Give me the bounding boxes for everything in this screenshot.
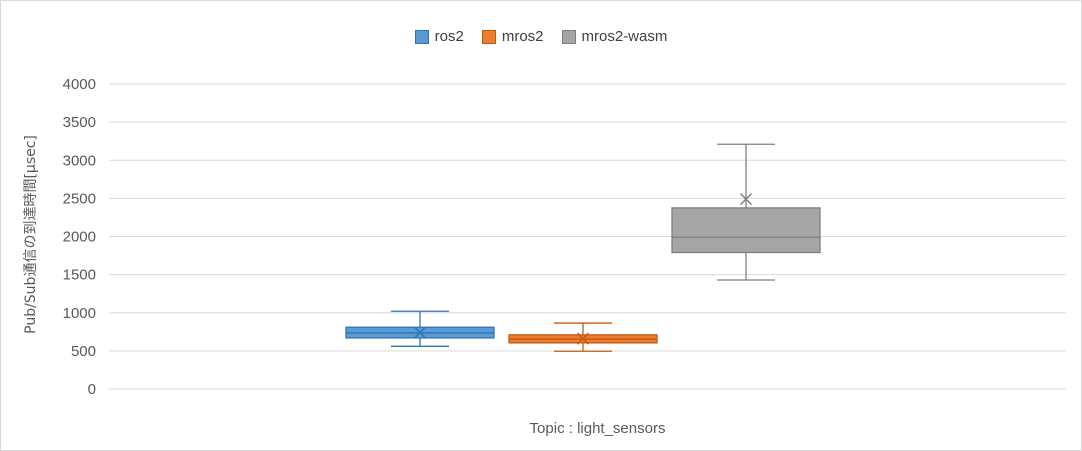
legend-swatch-mros2-wasm [561, 29, 576, 44]
box-ros2 [345, 310, 495, 347]
legend-item-ros2: ros2 [414, 28, 464, 45]
y-tick-label-0: 0 [88, 381, 96, 398]
box-mros2 [508, 322, 658, 352]
box-plots [345, 143, 821, 352]
grid-lines [109, 83, 1066, 390]
legend-swatch-mros2 [481, 29, 496, 44]
legend-item-mros2: mros2 [481, 28, 544, 45]
legend-label-mros2: mros2 [501, 28, 544, 45]
legend: ros2 mros2 mros2-wasm [0, 28, 1082, 45]
y-tick-label-1500: 1500 [63, 267, 96, 284]
mean-marker-ros2 [413, 326, 427, 339]
mean-marker-mros2-wasm [739, 193, 753, 206]
x-axis-label: Topic : light_sensors [530, 420, 666, 437]
y-tick-label-3000: 3000 [63, 152, 96, 169]
y-axis-ticks: 0 500 1000 1500 2000 2500 3000 3500 4000 [63, 76, 96, 398]
box-mros2-wasm [671, 143, 821, 281]
y-tick-label-1000: 1000 [63, 305, 96, 322]
y-tick-label-4000: 4000 [63, 76, 96, 93]
legend-label-ros2: ros2 [434, 28, 464, 45]
mean-marker-mros2 [576, 332, 590, 345]
legend-label-mros2-wasm: mros2-wasm [581, 28, 668, 45]
y-axis-label: Pub/Sub通信の到達時間[µsec] [23, 135, 39, 334]
legend-item-mros2-wasm: mros2-wasm [561, 28, 668, 45]
y-tick-label-500: 500 [71, 343, 96, 360]
y-tick-label-3500: 3500 [63, 114, 96, 131]
y-tick-label-2000: 2000 [63, 229, 96, 246]
box-rect-mros2-wasm [671, 207, 821, 254]
legend-swatch-ros2 [414, 29, 429, 44]
y-tick-label-2500: 2500 [63, 190, 96, 207]
